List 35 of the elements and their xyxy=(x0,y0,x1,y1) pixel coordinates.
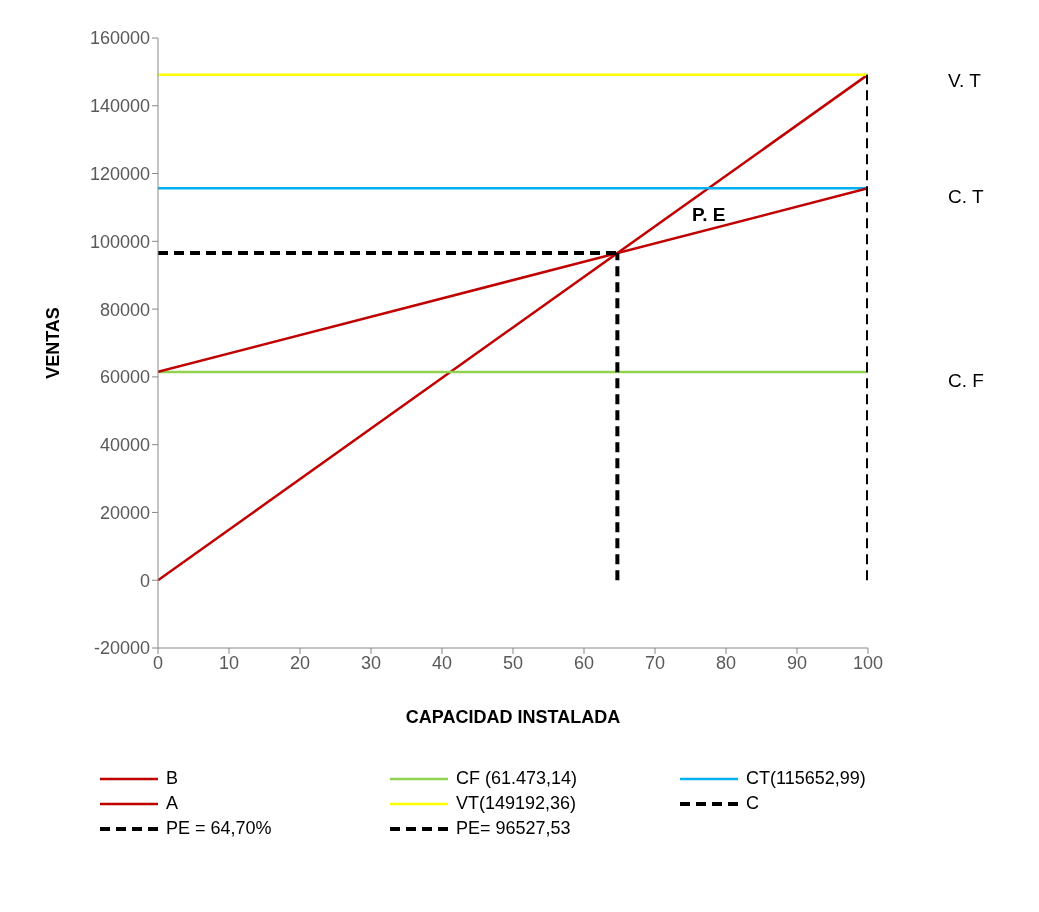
y-tick-label: 60000 xyxy=(99,367,150,388)
legend-label: PE = 64,70% xyxy=(166,818,272,839)
x-tick-label: 50 xyxy=(502,652,524,673)
x-tick-label: 0 xyxy=(152,652,164,673)
x-tick-label: 90 xyxy=(786,652,808,673)
x-tick-label: 100 xyxy=(852,652,884,673)
legend-label: C xyxy=(746,793,759,814)
x-tick-label: 20 xyxy=(289,652,311,673)
x-tick-label: 60 xyxy=(573,652,595,673)
text: C. F xyxy=(948,370,984,392)
x-axis-title: CAPACIDAD INSTALADA xyxy=(405,707,621,727)
legend-label: A xyxy=(166,793,179,814)
legend-label: B xyxy=(166,768,179,789)
legend-label: VT(149192,36) xyxy=(456,793,577,814)
text: C. T xyxy=(948,186,984,208)
y-axis-title: VENTAS xyxy=(43,307,64,379)
y-tick-label: 160000 xyxy=(89,28,150,49)
legend-label: CF (61.473,14) xyxy=(456,768,578,789)
legend-label: CT(115652,99) xyxy=(746,768,866,789)
y-tick-label: 120000 xyxy=(89,163,150,184)
annotation: P. E xyxy=(692,204,726,226)
x-tick-label: 10 xyxy=(218,652,240,673)
x-tick-label: 80 xyxy=(715,652,737,673)
x-tick-label: 70 xyxy=(644,652,666,673)
y-tick-label: 100000 xyxy=(89,231,150,252)
y-tick-label: -20000 xyxy=(93,638,150,659)
legend-label: PE= 96527,53 xyxy=(456,818,571,839)
text: V. T xyxy=(948,70,981,92)
x-tick-label: 30 xyxy=(360,652,382,673)
y-tick-label: 20000 xyxy=(99,502,150,523)
y-tick-label: 0 xyxy=(139,570,150,591)
y-tick-label: 140000 xyxy=(89,96,150,117)
y-tick-label: 40000 xyxy=(99,435,150,456)
x-tick-label: 40 xyxy=(431,652,453,673)
y-tick-label: 80000 xyxy=(99,299,150,320)
